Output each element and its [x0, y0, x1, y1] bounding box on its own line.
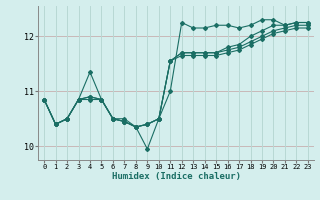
X-axis label: Humidex (Indice chaleur): Humidex (Indice chaleur) — [111, 172, 241, 181]
